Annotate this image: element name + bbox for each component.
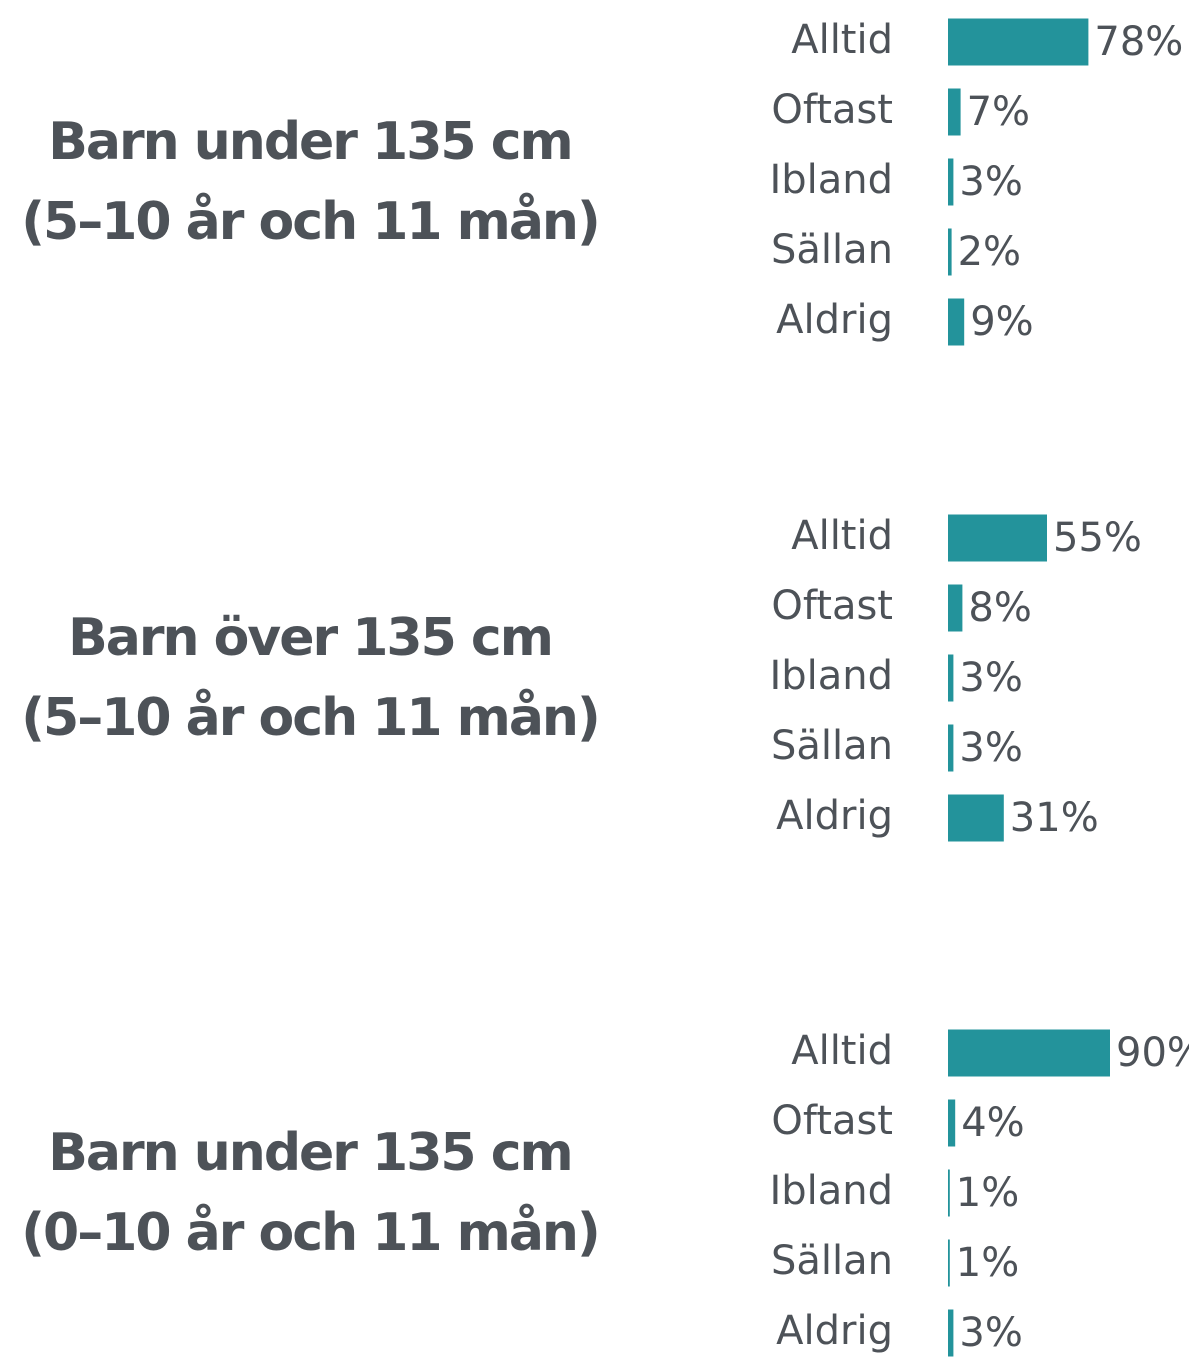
chart-title: Barn under 135 cm	[48, 112, 571, 172]
value-label: 9%	[970, 299, 1033, 345]
category-label: Ibland	[769, 653, 893, 699]
value-label: 1%	[956, 1170, 1019, 1216]
bar	[948, 1239, 950, 1287]
value-label: 7%	[967, 89, 1030, 135]
category-label: Aldrig	[776, 1308, 893, 1354]
category-label: Alltid	[791, 17, 893, 63]
value-label: 3%	[959, 159, 1022, 205]
category-label: Sällan	[771, 1238, 893, 1284]
chart-subtitle: (5–10 år och 11 mån)	[21, 192, 598, 252]
bar	[948, 228, 952, 276]
value-label: 90%	[1116, 1030, 1189, 1076]
value-label: 55%	[1053, 515, 1142, 561]
category-label: Aldrig	[776, 793, 893, 839]
bar	[948, 1099, 956, 1147]
category-label: Ibland	[769, 157, 893, 203]
bar	[948, 794, 1004, 842]
bar	[948, 1309, 954, 1357]
bar	[948, 1169, 950, 1217]
category-label: Sällan	[771, 227, 893, 273]
category-label: Aldrig	[776, 297, 893, 343]
bar	[948, 158, 954, 206]
value-label: 3%	[959, 655, 1022, 701]
category-label: Oftast	[771, 583, 893, 629]
value-label: 2%	[958, 229, 1021, 275]
chart-title: Barn under 135 cm	[48, 1123, 571, 1183]
value-label: 1%	[956, 1240, 1019, 1286]
category-label: Alltid	[791, 513, 893, 559]
bar	[948, 298, 965, 346]
value-label: 3%	[959, 1310, 1022, 1356]
chart-subtitle: (5–10 år och 11 mån)	[21, 688, 598, 748]
bar	[948, 654, 954, 702]
bar	[948, 18, 1089, 66]
category-label: Oftast	[771, 1098, 893, 1144]
value-label: 78%	[1094, 19, 1183, 65]
category-label: Alltid	[791, 1028, 893, 1074]
bar	[948, 514, 1047, 562]
bar	[948, 584, 963, 632]
chart-title: Barn över 135 cm	[68, 608, 552, 668]
value-label: 4%	[961, 1100, 1024, 1146]
value-label: 3%	[959, 725, 1022, 771]
bar	[948, 1029, 1110, 1077]
category-label: Sällan	[771, 723, 893, 769]
bar	[948, 724, 954, 772]
value-label: 31%	[1010, 795, 1099, 841]
category-label: Ibland	[769, 1168, 893, 1214]
category-label: Oftast	[771, 87, 893, 133]
value-label: 8%	[968, 585, 1031, 631]
chart-subtitle: (0–10 år och 11 mån)	[21, 1203, 598, 1263]
bar	[948, 88, 961, 136]
